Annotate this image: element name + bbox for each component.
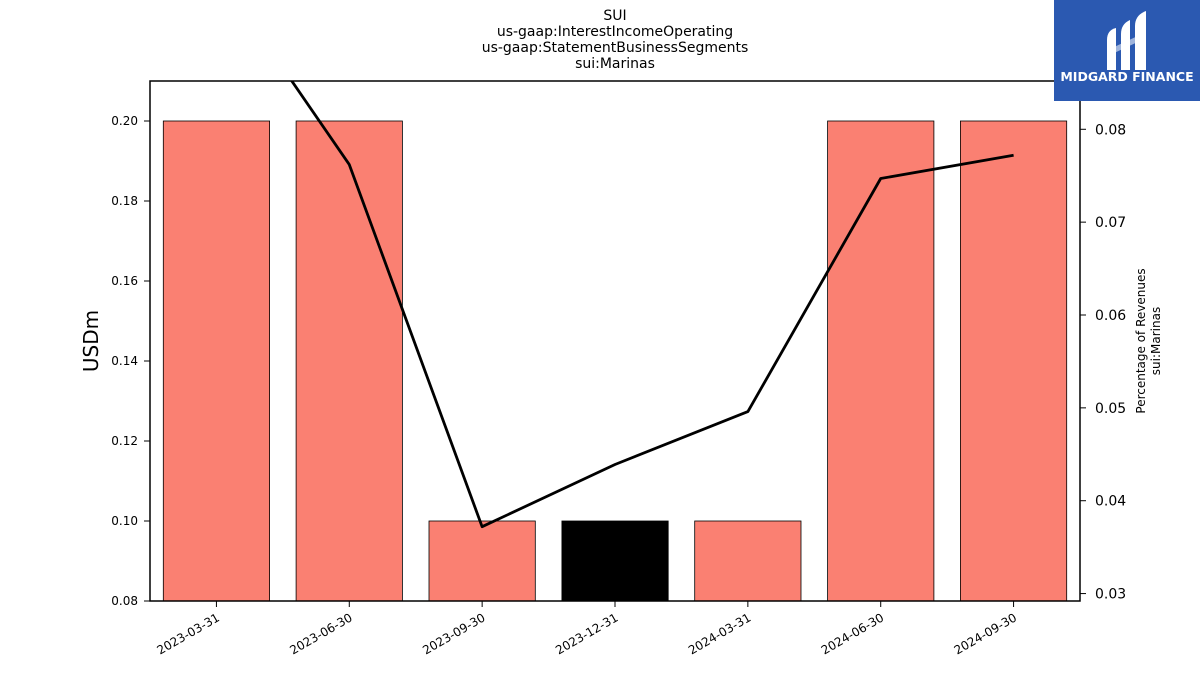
bar-2024-06-30	[827, 120, 935, 602]
bar-2024-09-30	[960, 120, 1068, 602]
bar-2023-09-30	[428, 520, 536, 602]
x-tick-label: 2024-03-31	[686, 610, 753, 657]
x-tick-label: 2023-12-31	[553, 610, 620, 657]
right-y-tick-label: 0.08	[1095, 122, 1126, 138]
chart-title-line-3: us-gaap:StatementBusinessSegments	[482, 40, 749, 56]
midgard-finance-logo: MIDGARD FINANCE	[1054, 0, 1200, 101]
bar-series	[162, 120, 1068, 602]
left-y-tick-label: 0.14	[111, 354, 138, 368]
left-y-axis: 0.08 0.10 0.12 0.14 0.16 0.18 0.20	[111, 114, 150, 608]
line-series	[290, 81, 1014, 529]
right-y-tick-label: 0.05	[1095, 401, 1126, 417]
bar-2023-06-30	[295, 120, 403, 602]
right-y-axis: 0.03 0.04 0.05 0.06 0.07 0.08	[1080, 122, 1126, 603]
left-y-tick-label: 0.16	[111, 274, 138, 288]
right-y-tick-label: 0.06	[1095, 308, 1126, 324]
bar-2024-03-31	[694, 520, 802, 602]
bar-2023-03-31	[162, 120, 271, 602]
right-y-tick-label: 0.04	[1095, 494, 1126, 510]
left-y-tick-label: 0.10	[111, 514, 138, 528]
x-tick-label: 2023-06-30	[287, 610, 354, 657]
left-y-tick-label: 0.18	[111, 194, 138, 208]
right-y-axis-label: Percentage of Revenues sui:Marinas	[1134, 268, 1163, 413]
x-tick-label: 2023-03-31	[155, 610, 222, 657]
y-axis-label: USDm	[79, 310, 103, 372]
x-tick-label: 2023-09-30	[420, 610, 487, 657]
x-tick-label: 2024-09-30	[952, 610, 1019, 657]
left-y-tick-label: 0.12	[111, 434, 138, 448]
chart-title: SUI us-gaap:InterestIncomeOperating us-g…	[482, 8, 749, 72]
chart-title-line-1: SUI	[603, 8, 626, 24]
x-tick-label: 2024-06-30	[819, 610, 886, 657]
right-y-tick-label: 0.07	[1095, 215, 1126, 231]
line-percentage-of-revenues	[290, 81, 1014, 529]
chart-title-line-4: sui:Marinas	[575, 56, 655, 72]
bar-2023-12-31	[561, 520, 669, 602]
right-y-axis-label-line-2: sui:Marinas	[1149, 307, 1163, 375]
left-y-tick-label: 0.08	[111, 594, 138, 608]
x-axis: 2023-03-31 2023-06-30 2023-09-30 2023-12-31…	[155, 601, 1019, 657]
left-y-tick-label: 0.20	[111, 114, 138, 128]
logo-text: MIDGARD FINANCE	[1060, 69, 1193, 84]
chart-title-line-2: us-gaap:InterestIncomeOperating	[497, 24, 733, 40]
right-y-axis-label-line-1: Percentage of Revenues	[1134, 268, 1148, 413]
logo-mark-icon	[1107, 11, 1146, 70]
right-y-tick-label: 0.03	[1095, 587, 1126, 603]
